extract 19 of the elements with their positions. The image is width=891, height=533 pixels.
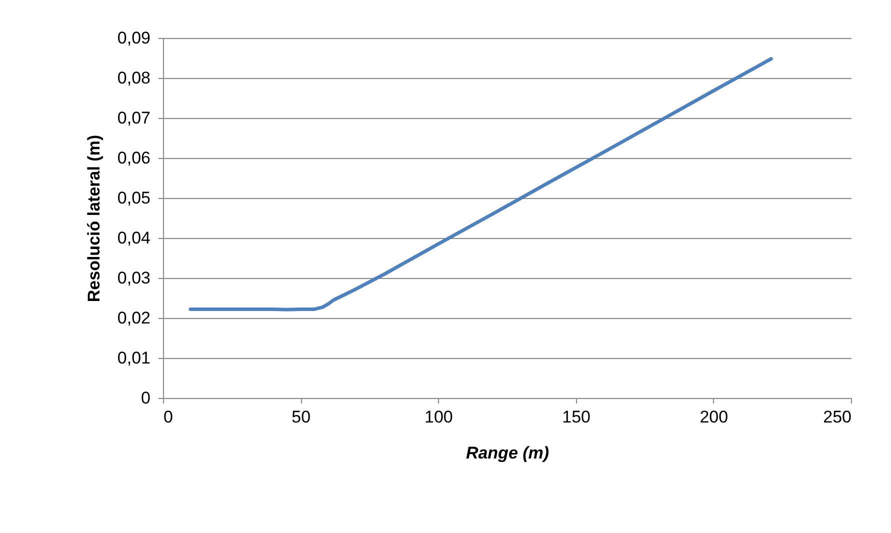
x-tick-label: 150: [562, 408, 590, 426]
x-tick-label: 200: [700, 408, 728, 426]
y-tick-label: 0,02: [117, 308, 150, 328]
y-tick-label: 0,08: [117, 68, 150, 88]
y-tick-label: 0,01: [117, 348, 150, 368]
y-tick-label: 0,07: [117, 108, 150, 128]
y-tick-label: 0,03: [117, 268, 150, 288]
x-tick-label: 50: [292, 408, 311, 426]
y-axis-title: Resolució lateral (m): [84, 134, 104, 302]
y-tick-label: 0,05: [117, 188, 150, 208]
y-tick-label: 0,04: [117, 228, 150, 248]
x-tick-label: 0: [164, 408, 173, 426]
y-tick-label: 0,06: [117, 148, 150, 168]
x-axis-title: Range (m): [466, 444, 550, 462]
x-tick-label: 250: [823, 408, 852, 426]
line-series: [188, 57, 773, 312]
y-tick-label: 0: [141, 388, 150, 408]
x-tick-label: 100: [424, 408, 453, 426]
y-tick-label: 0,09: [117, 28, 150, 48]
